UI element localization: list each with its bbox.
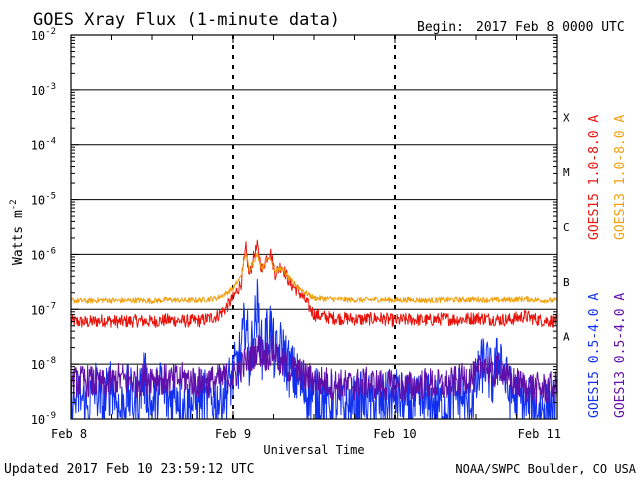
- y-tick-label: 10-3: [31, 82, 56, 98]
- y-tick-exponent: -7: [45, 301, 56, 311]
- x-tick-label: Feb 9: [215, 427, 251, 441]
- y-tick-exponent: -4: [45, 137, 56, 147]
- y-tick-base: 10: [31, 84, 45, 98]
- legend: GOES15 1.0-8.0 A GOES13 1.0-8.0 A GOES15 0…: [587, 115, 628, 418]
- grid-layer: [71, 35, 557, 419]
- x-tick-label: Feb 11: [518, 427, 561, 441]
- flare-class-label: C: [563, 221, 570, 234]
- y-tick-label: 10-4: [31, 137, 56, 153]
- begin-value: 2017 Feb 8 0000 UTC: [476, 20, 625, 35]
- y-tick-exponent: -2: [45, 27, 56, 37]
- y-tick-label: 10-6: [31, 246, 56, 262]
- y-tick-base: 10: [31, 358, 45, 372]
- y-tick-exponent: -5: [45, 192, 56, 202]
- y-tick-base: 10: [31, 29, 45, 43]
- y-tick-label: 10-5: [31, 192, 56, 208]
- y-tick-exponent: -8: [45, 356, 56, 366]
- y-tick-exponent: -9: [45, 411, 56, 421]
- y-tick-label: 10-8: [31, 356, 56, 372]
- begin-label: Begin:: [417, 20, 464, 35]
- updated-timestamp: Updated 2017 Feb 10 23:59:12 UTC: [4, 462, 254, 477]
- y-tick-base: 10: [31, 248, 45, 262]
- y-axis-label-exponent: -2: [9, 199, 19, 210]
- x-axis-label: Universal Time: [263, 443, 364, 457]
- y-axis-label: Watts m-2: [9, 199, 26, 265]
- flare-class-label: A: [563, 331, 570, 344]
- y-tick-base: 10: [31, 139, 45, 153]
- flare-class-label: M: [563, 166, 570, 179]
- y-tick-base: 10: [31, 194, 45, 208]
- y-tick-label: 10-7: [31, 301, 56, 317]
- credit-text: NOAA/SWPC Boulder, CO USA: [455, 462, 636, 476]
- y-tick-base: 10: [31, 413, 45, 427]
- legend-entry: GOES15 1.0-8.0 A: [587, 115, 602, 240]
- legend-entry: GOES15 0.5-4.0 A: [587, 293, 602, 418]
- series-line-goes13-1-0-8-0-a: [70, 251, 558, 304]
- legend-entry: GOES13 0.5-4.0 A: [613, 293, 628, 418]
- y-axis-label-text: Watts m: [11, 210, 26, 265]
- flare-class-label: B: [563, 276, 570, 289]
- chart-title: GOES Xray Flux (1-minute data): [33, 10, 340, 30]
- legend-entry: GOES13 1.0-8.0 A: [613, 115, 628, 240]
- y-tick-exponent: -6: [45, 246, 56, 256]
- series-line-goes13-0-5-4-0-a: [70, 334, 558, 405]
- y-tick-exponent: -3: [45, 82, 56, 92]
- y-tick-label: 10-2: [31, 27, 56, 43]
- y-tick-label: 10-9: [31, 411, 56, 427]
- series-line-goes15-1-0-8-0-a: [70, 239, 558, 329]
- x-tick-label: Feb 8: [51, 427, 87, 441]
- x-tick-label: Feb 10: [373, 427, 416, 441]
- y-tick-base: 10: [31, 303, 45, 317]
- flare-class-label: X: [563, 111, 570, 124]
